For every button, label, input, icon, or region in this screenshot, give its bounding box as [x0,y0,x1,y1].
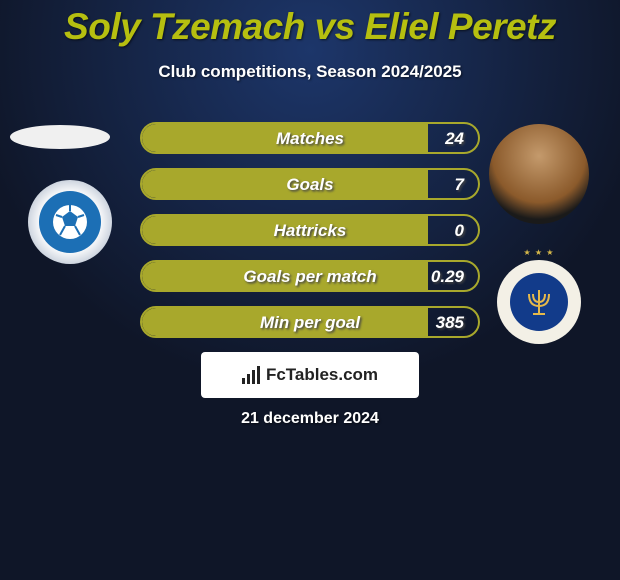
date-label: 21 december 2024 [0,410,620,428]
stat-row: Matches24 [140,122,480,154]
soccer-ball-icon [50,203,90,241]
stat-value: 24 [445,129,464,149]
player-right-avatar [489,124,589,224]
stat-value: 7 [455,175,464,195]
stat-label: Min per goal [142,313,478,333]
fctables-logo[interactable]: FcTables.com [201,352,419,398]
page-title: Soly Tzemach vs Eliel Peretz [0,0,620,48]
stat-label: Goals per match [142,267,478,287]
club-right-badge: ★ ★ ★ [497,260,581,344]
club-right-stars: ★ ★ ★ [497,248,581,257]
stat-value: 0.29 [431,267,464,287]
stat-row: Hattricks0 [140,214,480,246]
stat-row: Min per goal385 [140,306,480,338]
stat-value: 0 [455,221,464,241]
stat-label: Matches [142,129,478,149]
stat-row: Goals per match0.29 [140,260,480,292]
fctables-logo-text: FcTables.com [266,365,378,385]
stats-panel: Matches24 Goals7 Hattricks0 Goals per match… [140,122,480,352]
stat-label: Hattricks [142,221,478,241]
club-right-badge-inner [510,273,568,331]
stat-label: Goals [142,175,478,195]
menorah-icon [521,284,557,320]
stat-row: Goals7 [140,168,480,200]
stat-value: 385 [436,313,464,333]
player-left-avatar [10,125,110,149]
club-left-badge [28,180,112,264]
club-left-badge-inner [39,191,101,253]
page-subtitle: Club competitions, Season 2024/2025 [0,62,620,82]
chart-bars-icon [242,366,260,384]
